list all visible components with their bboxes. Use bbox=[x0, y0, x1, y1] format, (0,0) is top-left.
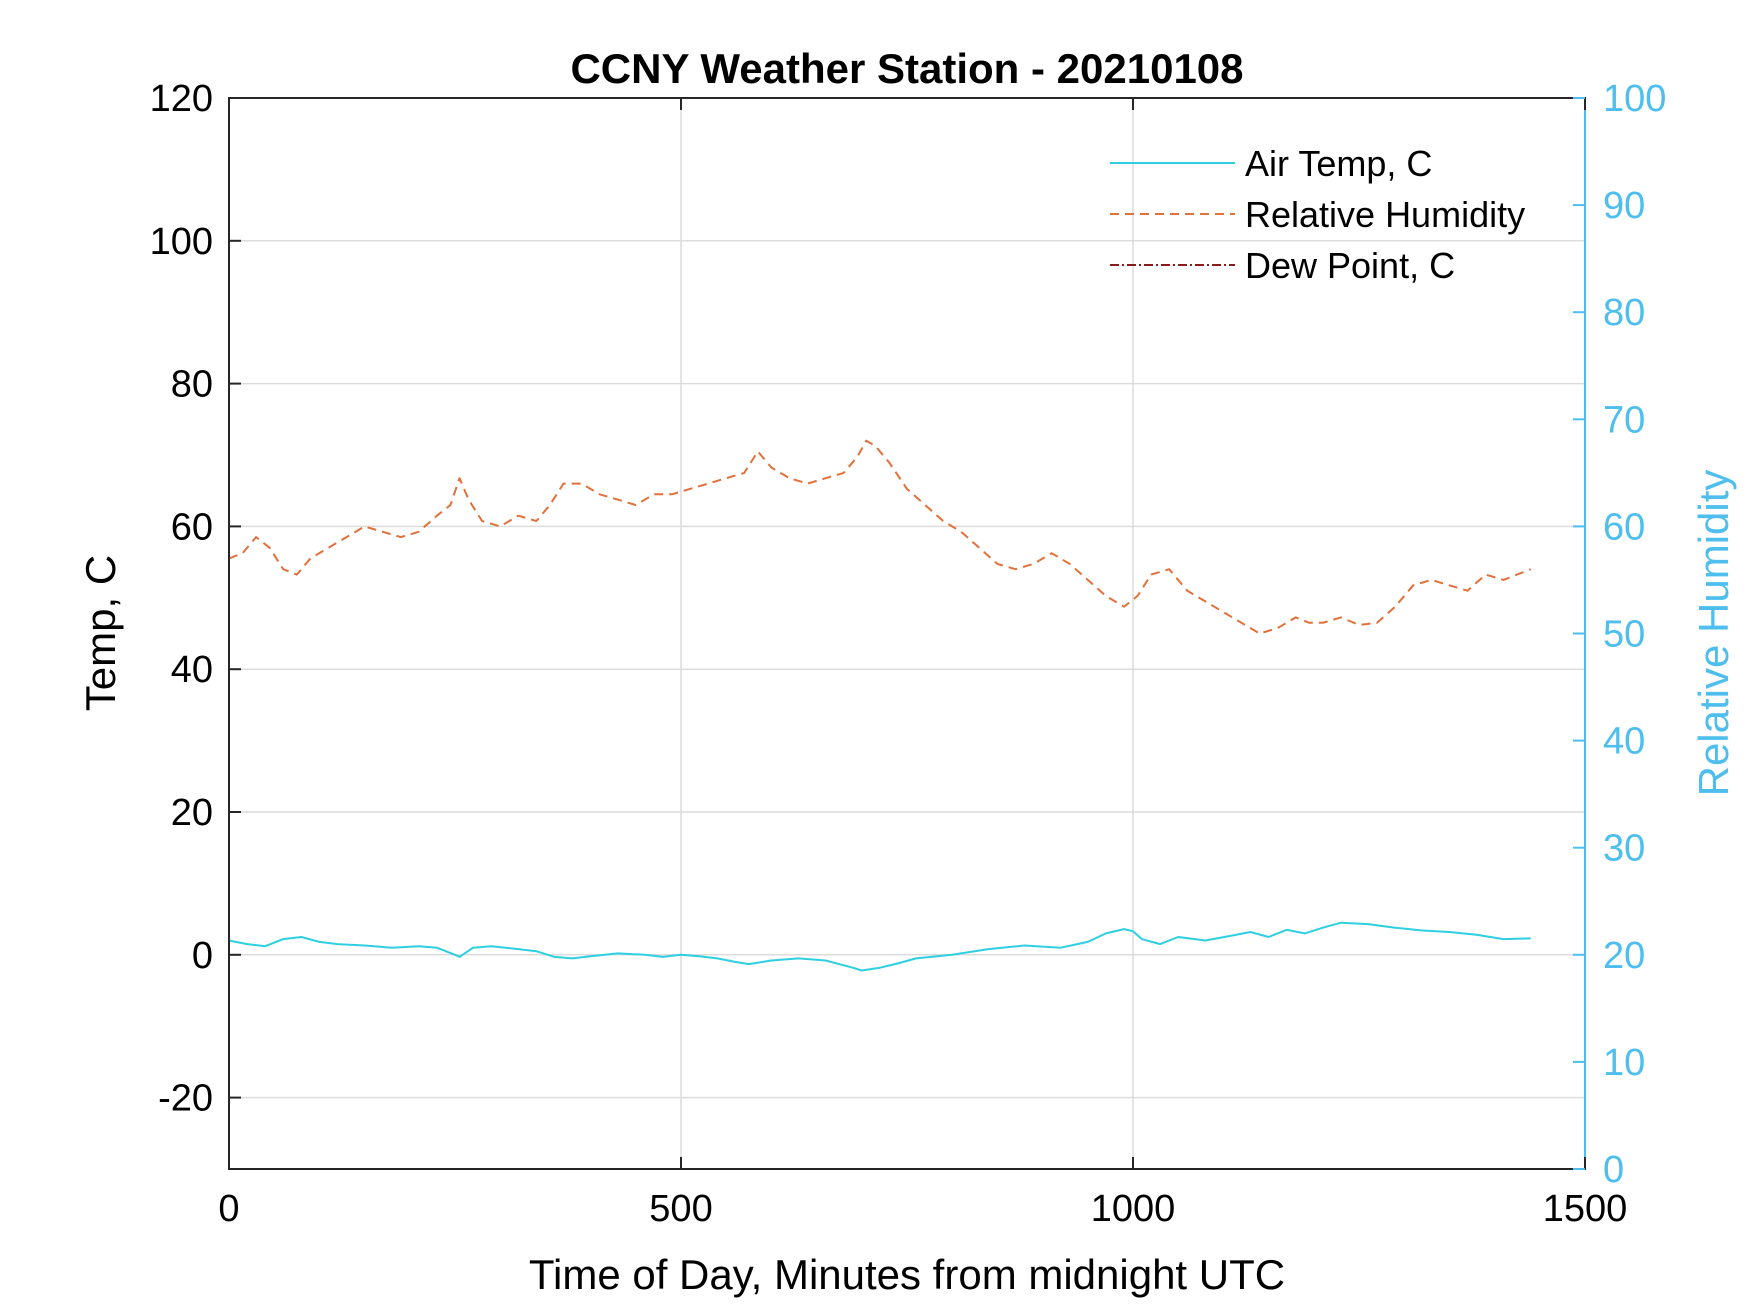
y-right-tick-label: 0 bbox=[1603, 1149, 1624, 1191]
y-right-tick-label: 50 bbox=[1603, 614, 1645, 656]
y-left-tick-label: 0 bbox=[192, 935, 213, 977]
x-tick-label: 1500 bbox=[1543, 1188, 1628, 1230]
y-right-tick-label: 40 bbox=[1603, 721, 1645, 763]
y-right-tick-label: 20 bbox=[1603, 935, 1645, 977]
y-left-tick-label: -20 bbox=[158, 1078, 213, 1120]
axis-ticks: 0 500 1000 1500 -20 0 20 40 60 80 100 120 0 10 20 30 40 5… bbox=[150, 78, 1667, 1230]
series-line-1 bbox=[228, 439, 1532, 635]
chart-title: CCNY Weather Station - 20210108 bbox=[570, 45, 1243, 92]
series-lines bbox=[228, 439, 1532, 972]
x-tick-label: 500 bbox=[649, 1188, 712, 1230]
y-right-tick-label: 60 bbox=[1603, 506, 1645, 548]
legend: Air Temp, C Relative Humidity Dew Point,… bbox=[1110, 143, 1525, 286]
y-left-tick-label: 60 bbox=[171, 506, 213, 548]
y-right-tick-label: 30 bbox=[1603, 828, 1645, 870]
y-right-tick-label: 100 bbox=[1603, 78, 1666, 120]
legend-label-air-temp: Air Temp, C bbox=[1245, 143, 1432, 184]
y-right-tick-label: 10 bbox=[1603, 1042, 1645, 1084]
y-left-axis-label: Temp, C bbox=[77, 555, 124, 711]
y-right-tick-label: 80 bbox=[1603, 292, 1645, 334]
y-left-tick-label: 80 bbox=[171, 364, 213, 406]
y-left-tick-label: 20 bbox=[171, 792, 213, 834]
y-left-tick-label: 40 bbox=[171, 649, 213, 691]
y-right-tick-label: 70 bbox=[1603, 399, 1645, 441]
x-axis-label: Time of Day, Minutes from midnight UTC bbox=[529, 1251, 1285, 1298]
legend-label-dew-point: Dew Point, C bbox=[1245, 245, 1455, 286]
y-left-tick-label: 120 bbox=[150, 78, 213, 120]
legend-label-humidity: Relative Humidity bbox=[1245, 194, 1525, 235]
x-tick-label: 0 bbox=[218, 1188, 239, 1230]
y-right-tick-label: 90 bbox=[1603, 185, 1645, 227]
x-tick-label: 1000 bbox=[1091, 1188, 1176, 1230]
y-right-axis-label: Relative Humidity bbox=[1690, 470, 1737, 797]
y-left-tick-label: 100 bbox=[150, 221, 213, 263]
series-line-0 bbox=[228, 921, 1531, 972]
